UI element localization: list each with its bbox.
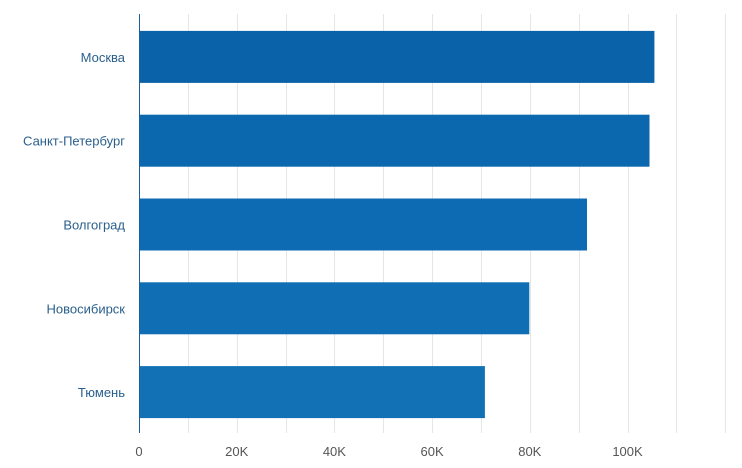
category-label: Санкт-Петербург	[23, 134, 125, 149]
x-tick-labels: 0 20K 40K 60K 80K 100K	[135, 444, 643, 459]
x-tick-label: 60K	[421, 444, 444, 459]
category-label: Волгоград	[63, 218, 125, 233]
bar[interactable]	[139, 366, 485, 419]
x-tick-label: 20K	[225, 444, 248, 459]
category-labels: Москва Санкт-Петербург Волгоград Новосибирс…	[23, 50, 126, 400]
category-label: Новосибирск	[47, 301, 126, 316]
category-label: Москва	[81, 50, 126, 65]
bars	[139, 30, 655, 419]
bar[interactable]	[139, 30, 655, 83]
bar[interactable]	[139, 282, 530, 335]
category-label: Тюмень	[78, 385, 125, 400]
bar[interactable]	[139, 114, 650, 167]
x-tick-label: 100K	[612, 444, 643, 459]
x-tick-label: 40K	[323, 444, 346, 459]
x-tick-label: 80K	[518, 444, 541, 459]
bar[interactable]	[139, 198, 587, 251]
x-tick-label: 0	[135, 444, 142, 459]
